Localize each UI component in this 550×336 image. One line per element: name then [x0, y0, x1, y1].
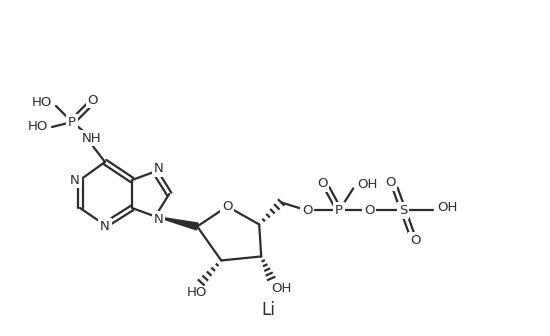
Text: NH: NH [82, 131, 102, 144]
Text: O: O [302, 204, 312, 217]
Text: O: O [317, 177, 327, 190]
Text: N: N [153, 162, 163, 175]
Text: OH: OH [437, 201, 458, 214]
Text: O: O [364, 204, 375, 217]
Text: N: N [70, 173, 80, 186]
Polygon shape [155, 216, 198, 230]
Text: O: O [410, 234, 420, 247]
Text: O: O [222, 200, 233, 213]
Text: HO: HO [28, 121, 48, 133]
Text: HO: HO [32, 95, 52, 109]
Text: P: P [335, 204, 343, 217]
Text: N: N [153, 213, 163, 226]
Text: S: S [399, 204, 408, 217]
Text: O: O [88, 93, 98, 107]
Text: N: N [100, 219, 110, 233]
Text: P: P [68, 116, 76, 128]
Text: HO: HO [187, 286, 207, 299]
Text: Li: Li [261, 301, 275, 319]
Text: O: O [385, 176, 395, 189]
Text: OH: OH [357, 178, 377, 191]
Text: OH: OH [271, 282, 292, 295]
